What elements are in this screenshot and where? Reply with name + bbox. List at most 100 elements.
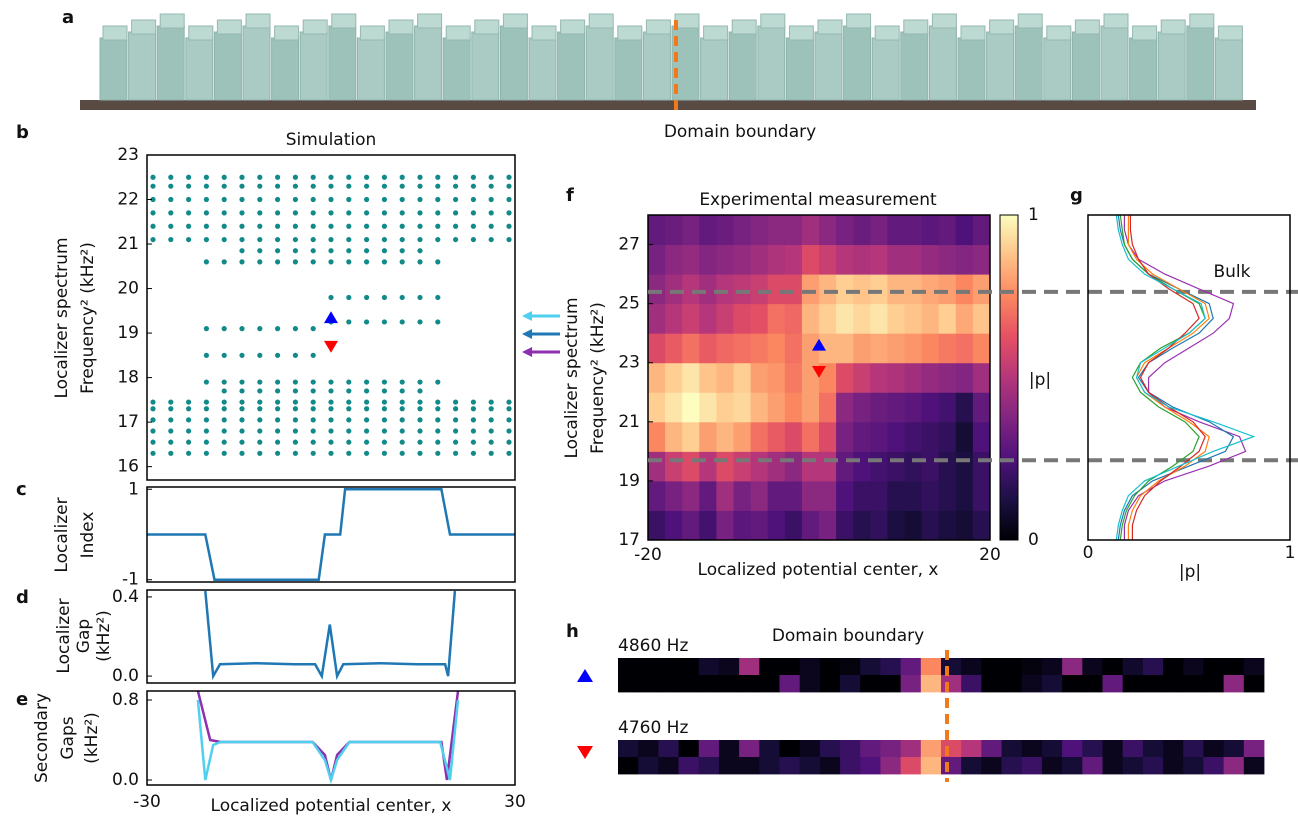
heat-cell <box>887 215 905 246</box>
point <box>203 223 209 229</box>
point <box>257 399 263 405</box>
series-group <box>196 691 460 785</box>
heat-cell <box>1183 740 1204 758</box>
photo-block <box>213 31 242 101</box>
heat-cell <box>840 740 861 758</box>
heat-cell <box>784 215 803 246</box>
point <box>310 210 316 216</box>
point <box>417 388 423 394</box>
heat-cell <box>733 303 752 334</box>
point <box>221 196 227 203</box>
y-axis-label: Localizer <box>54 598 74 673</box>
heat-cell <box>836 274 854 305</box>
heat-cell <box>961 757 982 775</box>
point <box>292 417 298 423</box>
point <box>346 417 352 423</box>
point <box>310 183 316 189</box>
heat-cell <box>682 392 700 423</box>
point <box>203 406 209 412</box>
point <box>381 196 387 203</box>
point <box>453 399 459 405</box>
point <box>150 236 156 243</box>
point <box>488 428 494 434</box>
photo-block-top <box>960 25 986 41</box>
point <box>453 236 459 243</box>
point <box>292 196 298 203</box>
point <box>417 450 423 456</box>
point <box>239 196 245 203</box>
heat-cell <box>819 740 841 758</box>
line <box>1119 214 1206 541</box>
heat-cell <box>840 675 861 693</box>
heat-cell <box>750 510 769 541</box>
heat-cell <box>699 392 717 423</box>
photo-block <box>528 37 557 101</box>
heat-cell <box>941 675 962 693</box>
point <box>346 223 352 229</box>
point <box>168 439 174 445</box>
point <box>346 174 352 180</box>
point <box>364 183 370 189</box>
point <box>186 210 192 216</box>
point <box>435 210 441 216</box>
point <box>186 406 192 412</box>
point <box>381 294 387 301</box>
heat-cell <box>801 480 820 511</box>
point <box>328 379 334 385</box>
point <box>488 417 494 423</box>
photo-block-top <box>445 25 471 41</box>
x-tick-label: 1 <box>1285 543 1296 563</box>
heat-cell <box>921 510 940 541</box>
point <box>292 388 298 394</box>
point <box>346 294 352 301</box>
y-tick-label: 0.0 <box>112 666 139 686</box>
point <box>186 174 192 180</box>
heat-cell <box>699 303 717 334</box>
heat-cell <box>750 274 769 305</box>
marker <box>812 338 826 351</box>
heat-cell <box>819 510 837 541</box>
heat-cell <box>955 303 974 334</box>
point <box>186 196 192 203</box>
heat-cell <box>1062 757 1083 775</box>
heat-cell <box>1223 658 1245 676</box>
point <box>257 210 263 216</box>
point <box>168 236 174 243</box>
heat-cell <box>733 274 752 305</box>
heat-cell <box>1163 757 1184 775</box>
point <box>417 248 423 254</box>
y-tick-label: 16 <box>117 457 139 477</box>
point <box>310 196 316 203</box>
panel-letter: c <box>16 479 27 500</box>
heat-cell <box>853 303 871 334</box>
point <box>203 259 209 265</box>
heat-cell <box>880 740 902 758</box>
point <box>203 379 209 385</box>
point <box>239 450 245 456</box>
heat-cell <box>887 480 905 511</box>
heat-cell <box>938 392 957 423</box>
x-tick-label: 20 <box>979 545 1001 565</box>
point <box>275 352 281 358</box>
heat-cell <box>1082 658 1103 676</box>
heat-cell <box>870 362 888 393</box>
point <box>381 439 387 445</box>
point <box>346 406 352 412</box>
point <box>257 236 263 243</box>
photo-block <box>900 31 929 101</box>
point <box>292 174 298 180</box>
y-tick-label: 20 <box>117 279 139 299</box>
y-tick-label: 17 <box>618 530 640 550</box>
heat-cell <box>801 215 820 246</box>
heat-cell <box>870 333 888 364</box>
point <box>221 223 227 229</box>
heat-cell <box>853 244 871 275</box>
heat-cell <box>887 244 905 275</box>
heat-cell <box>870 480 888 511</box>
point <box>506 196 512 203</box>
point <box>168 399 174 405</box>
point <box>257 406 263 412</box>
photo-block <box>928 25 957 101</box>
point <box>381 248 387 254</box>
heat-cell <box>682 274 700 305</box>
